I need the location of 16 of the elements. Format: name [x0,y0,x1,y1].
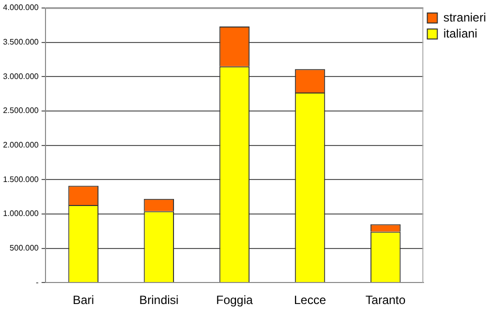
x-tick-label: Brindisi [139,293,179,308]
y-tick-label: 500.000 [10,243,40,252]
x-tick-label: Bari [72,293,94,308]
legend-label: stranieri [443,10,486,24]
y-tick-label: 2.500.000 [2,106,40,116]
y-tick-label: 1.000.000 [2,209,40,218]
y-tick-label: 3.500.000 [2,38,40,47]
y-tick-label: - [36,278,39,287]
y-tick-label: 2.000.000 [2,140,40,150]
legend-label: italiani [443,26,478,40]
y-tick-label: 1.500.000 [2,174,40,184]
x-tick-label: Taranto [366,293,406,308]
y-tick-label: 3.000.000 [2,72,40,81]
y-tick-label: 4.000.000 [2,3,40,12]
x-tick-label: Lecce [294,293,326,308]
x-tick-label: Foggia [216,293,254,308]
